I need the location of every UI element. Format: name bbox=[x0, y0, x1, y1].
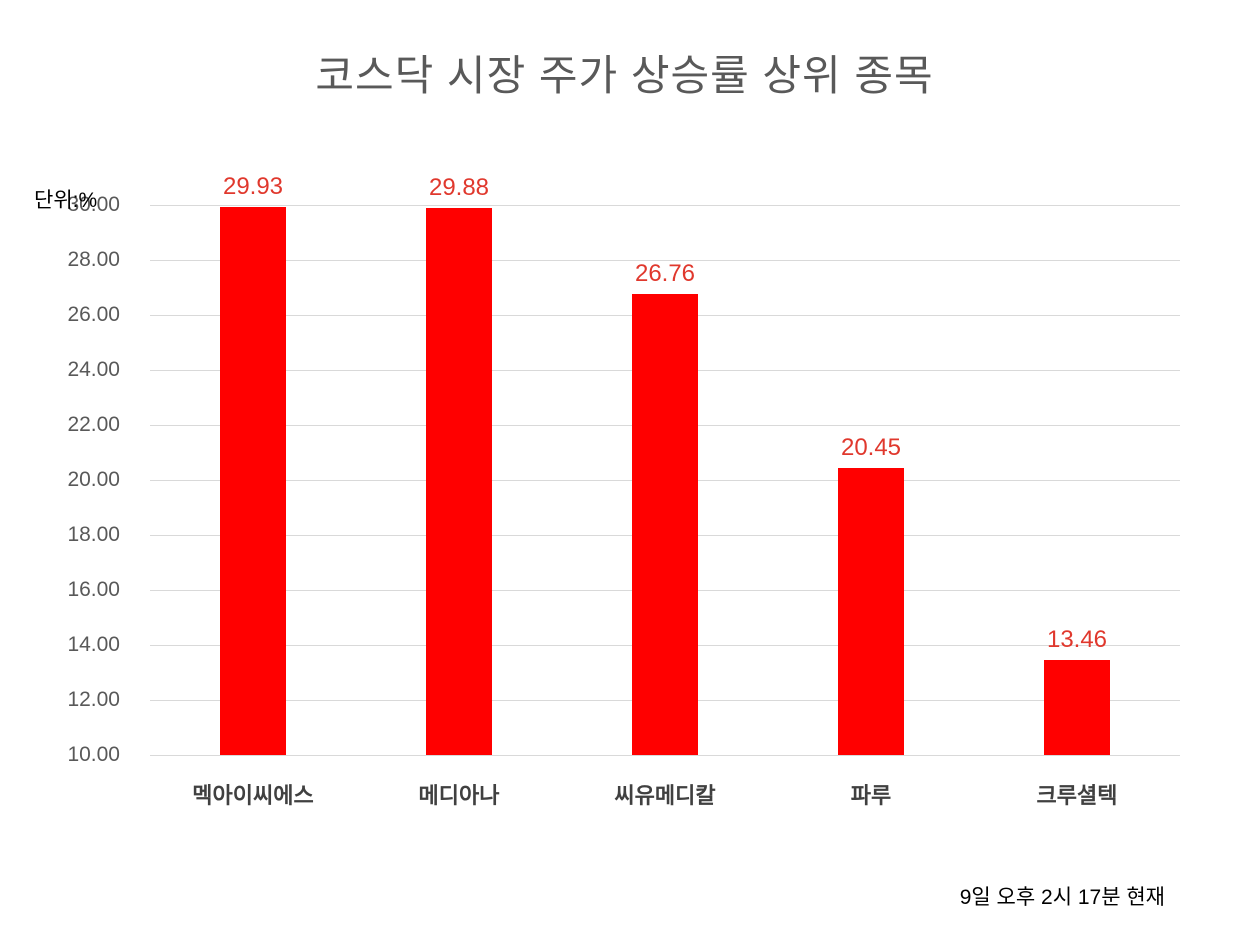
bar-value-label: 20.45 bbox=[840, 433, 902, 461]
timestamp-label: 9일 오후 2시 17분 현재 bbox=[959, 886, 1165, 909]
y-axis-tick-label: 12.00 bbox=[67, 688, 120, 711]
gridline bbox=[150, 205, 1180, 206]
y-axis-tick-label: 16.00 bbox=[67, 578, 120, 601]
bar-value-label: 29.93 bbox=[222, 172, 284, 200]
gridline bbox=[150, 260, 1180, 261]
y-axis-tick-label: 18.00 bbox=[67, 523, 120, 546]
unit-label: 단위:% bbox=[34, 189, 98, 212]
bar-씨유메디칼 bbox=[632, 294, 698, 755]
gridline bbox=[150, 755, 1180, 756]
y-axis-tick-label: 24.00 bbox=[67, 358, 120, 381]
bar-파루 bbox=[838, 467, 904, 755]
category-label: 씨유메디칼 bbox=[614, 783, 716, 808]
bar-value-label: 26.76 bbox=[634, 260, 696, 288]
y-axis-tick-label: 10.00 bbox=[67, 743, 120, 766]
category-label: 크루셜텍 bbox=[1036, 783, 1118, 808]
y-axis-tick-label: 30.00 bbox=[67, 193, 120, 216]
y-axis-tick-label: 20.00 bbox=[67, 468, 120, 491]
bar-value-label: 13.46 bbox=[1046, 625, 1108, 653]
category-label: 파루 bbox=[850, 783, 892, 808]
chart-title: 코스닥 시장 주가 상승률 상위 종목 bbox=[315, 52, 934, 99]
y-axis-tick-label: 14.00 bbox=[67, 633, 120, 656]
bar-메디아나 bbox=[426, 208, 492, 755]
y-axis-tick-label: 22.00 bbox=[67, 413, 120, 436]
y-axis-tick-label: 28.00 bbox=[67, 248, 120, 271]
bar-멕아이씨에스 bbox=[220, 206, 286, 755]
bar-크루셜텍 bbox=[1044, 659, 1110, 755]
category-label: 메디아나 bbox=[418, 783, 500, 808]
bar-value-label: 29.88 bbox=[428, 174, 490, 202]
category-label: 멕아이씨에스 bbox=[192, 783, 314, 808]
y-axis-tick-label: 26.00 bbox=[67, 303, 120, 326]
